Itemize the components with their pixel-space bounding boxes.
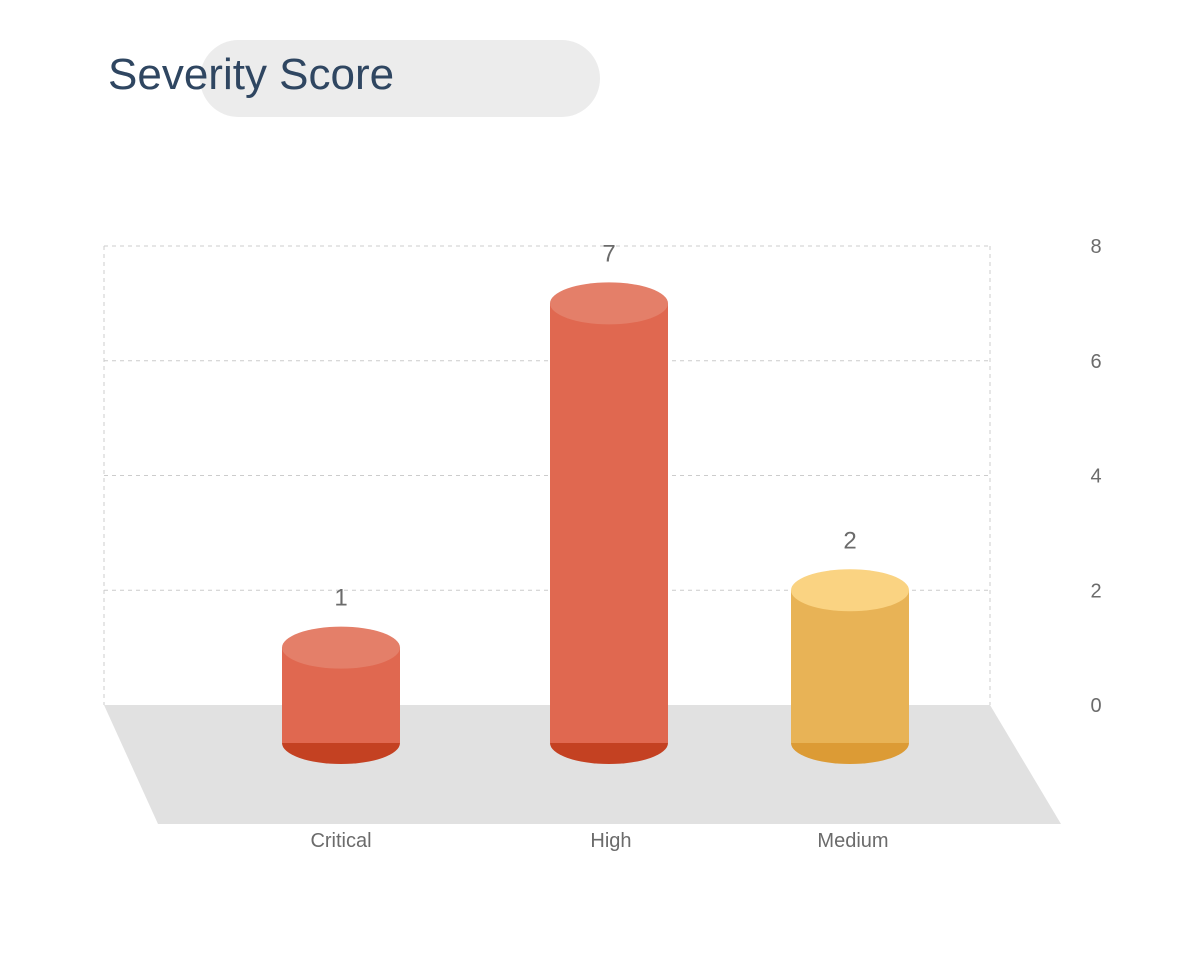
bar-body (550, 303, 668, 743)
category-label-critical: Critical (310, 830, 371, 852)
bar-medium (791, 569, 909, 764)
category-label-high: High (590, 830, 631, 852)
y-tick-label: 0 (1090, 695, 1101, 717)
bar-critical (282, 626, 400, 764)
bar-high (550, 282, 668, 764)
bars-layer (282, 282, 909, 764)
category-labels-layer: Critical High Medium (310, 830, 888, 852)
y-tick-label: 4 (1090, 466, 1101, 488)
category-label-medium: Medium (817, 830, 888, 852)
y-tick-label: 2 (1090, 580, 1101, 602)
value-label-high: 7 (602, 240, 615, 267)
title-highlight-pill (200, 40, 600, 117)
bar-top (791, 569, 909, 612)
bar-body (791, 590, 909, 743)
bar-top (282, 626, 400, 669)
value-labels-layer: 1 7 2 (334, 240, 856, 611)
value-label-medium: 2 (843, 527, 856, 554)
value-label-critical: 1 (334, 585, 347, 612)
y-axis-ticks: 0 2 4 6 8 (1090, 236, 1101, 717)
bar-top (550, 282, 668, 325)
y-tick-label: 8 (1090, 236, 1101, 258)
y-tick-label: 6 (1090, 351, 1101, 373)
chart-title: Severity Score (108, 50, 395, 99)
